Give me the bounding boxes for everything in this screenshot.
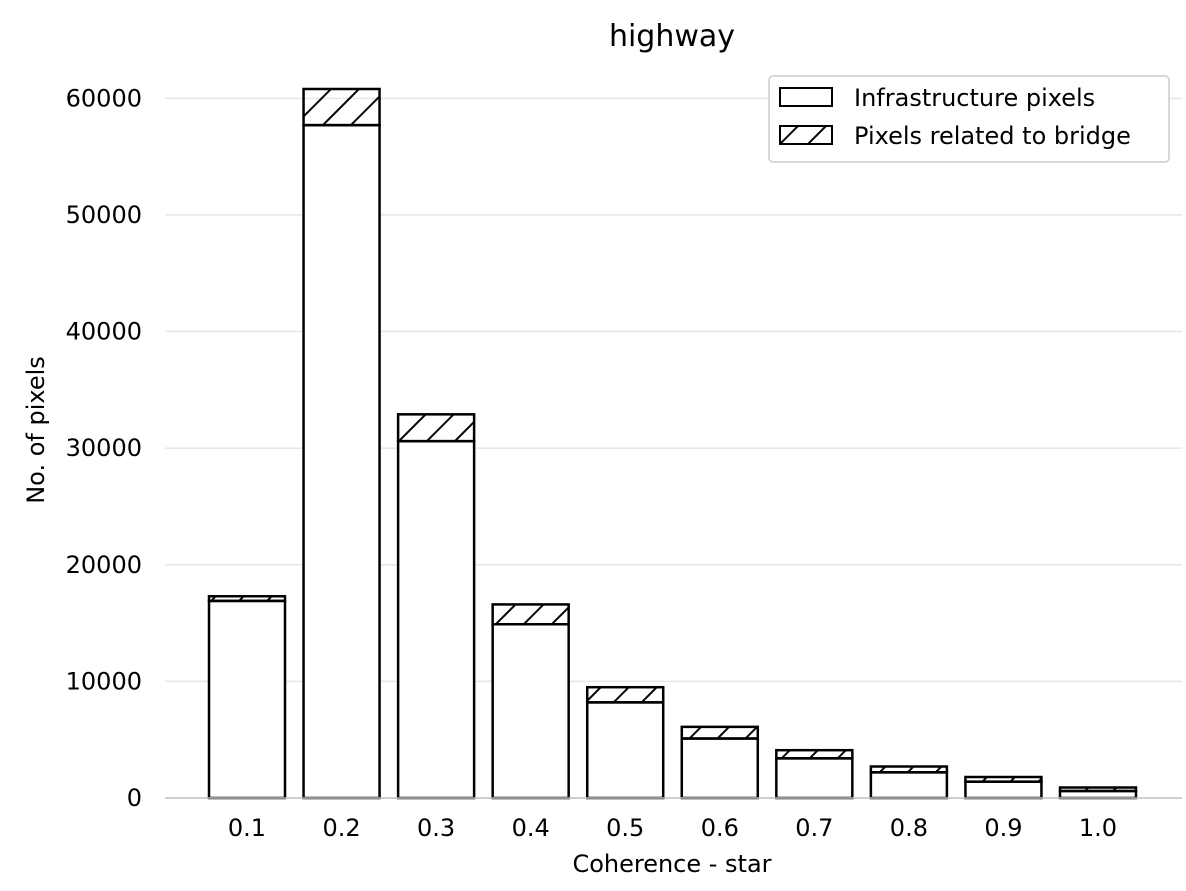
bar-bridge-0.9 [964,775,1043,783]
x-axis-label: Coherence - star [572,850,771,878]
y-tick-label: 60000 [66,84,142,112]
legend-swatch-infrastructure [779,87,833,107]
bars [207,87,1138,800]
legend-label-infrastructure: Infrastructure pixels [854,84,1095,112]
x-tick-label: 0.6 [701,814,739,842]
bar-infrastructure-0.3 [396,439,476,800]
bar-infrastructure-0.9 [964,780,1043,800]
bar-infrastructure-0.6 [680,737,760,800]
bar-infrastructure-0.7 [775,757,854,800]
bar-infrastructure-0.1 [207,599,287,800]
x-tick-label: 0.9 [984,814,1022,842]
bar-infrastructure-0.8 [869,771,949,800]
x-tick-label: 0.1 [228,814,266,842]
chart-title: highway [609,19,735,54]
x-tick-label: 0.8 [890,814,928,842]
y-tick-label: 0 [127,784,142,812]
y-axis-label: No. of pixels [22,356,50,504]
x-tick-label: 0.7 [795,814,833,842]
y-tick-label: 50000 [66,201,142,229]
y-tick-label: 30000 [66,434,142,462]
x-tick-labels: 0.1 0.2 0.3 0.4 0.5 0.6 0.7 0.8 0.9 1.0 [228,814,1117,842]
legend: Infrastructure pixels Pixels related to … [768,75,1170,163]
y-tick-label: 10000 [66,667,142,695]
x-tick-label: 0.3 [417,814,455,842]
y-tick-label: 40000 [66,318,142,346]
bar-bridge-0.1 [207,595,287,603]
bar-infrastructure-0.2 [302,123,381,800]
bar-bridge-0.2 [302,87,381,127]
legend-frame [768,75,1170,163]
x-tick-label: 1.0 [1079,814,1117,842]
bar-infrastructure-0.4 [491,622,570,800]
x-tick-label: 0.2 [322,814,360,842]
bar-bridge-1.0 [1058,786,1138,793]
bar-bridge-0.8 [869,765,949,774]
bar-bridge-0.4 [491,603,570,626]
x-tick-label: 0.5 [606,814,644,842]
x-tick-label: 0.4 [512,814,550,842]
legend-swatch-bridge [779,125,833,145]
y-tick-labels: 0 10000 20000 30000 40000 50000 60000 [66,84,142,812]
bar-bridge-0.5 [585,685,665,704]
bar-bridge-0.6 [680,725,760,740]
bar-infrastructure-0.5 [585,701,665,800]
bar-bridge-0.7 [775,748,854,760]
bar-bridge-0.3 [396,413,476,443]
y-tick-label: 20000 [66,551,142,579]
legend-label-bridge: Pixels related to bridge [854,122,1131,150]
